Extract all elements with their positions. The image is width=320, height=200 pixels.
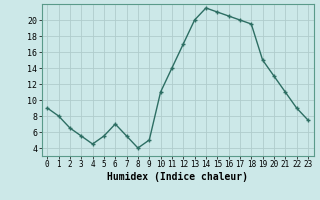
X-axis label: Humidex (Indice chaleur): Humidex (Indice chaleur) — [107, 172, 248, 182]
